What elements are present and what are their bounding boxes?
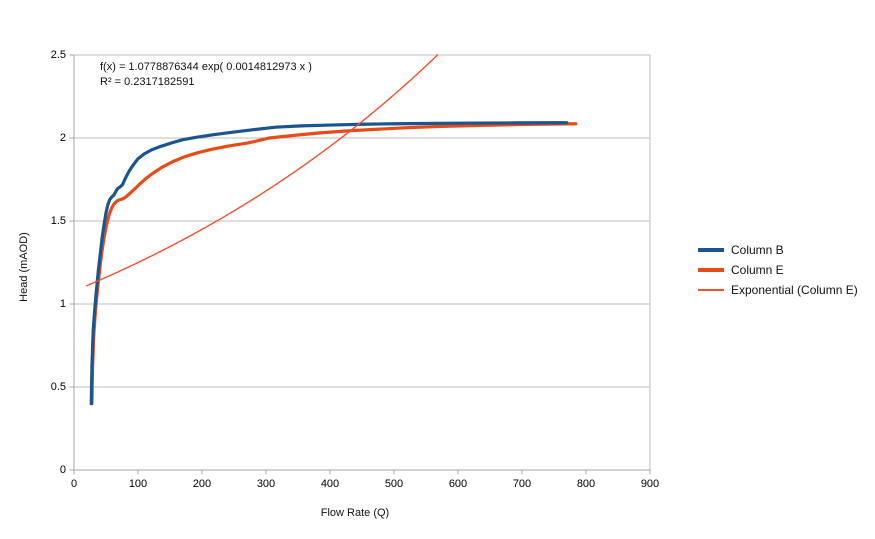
legend-item-column-e: Column E bbox=[698, 260, 858, 280]
x-tick-label: 0 bbox=[70, 478, 78, 490]
y-tick-label: 1.5 bbox=[50, 214, 66, 227]
x-tick-label: 300 bbox=[256, 478, 276, 490]
series-column-b bbox=[89, 121, 569, 406]
legend-swatch-exponential bbox=[698, 289, 724, 291]
y-tick-label: 0.5 bbox=[50, 380, 66, 393]
r-squared-line: R² = 0.2317182591 bbox=[100, 75, 195, 88]
x-tick-label: 800 bbox=[576, 478, 596, 490]
x-tick-label: 100 bbox=[128, 478, 148, 490]
trendline-equation: f(x) = 1.0778876344 exp( 0.0014812973 x … bbox=[100, 60, 312, 89]
series-exponential-trendline bbox=[86, 54, 439, 287]
series-column-e bbox=[90, 122, 578, 406]
y-tick-label: 0 bbox=[59, 463, 66, 476]
x-tick-label: 200 bbox=[192, 478, 212, 490]
x-tick-label: 400 bbox=[320, 478, 340, 490]
y-tick-label: 1 bbox=[59, 297, 66, 310]
legend-item-column-b: Column B bbox=[698, 240, 858, 260]
y-tick-label: 2.5 bbox=[50, 48, 66, 61]
legend-swatch-column-b bbox=[698, 248, 724, 252]
x-tick-label: 900 bbox=[640, 478, 660, 490]
x-tick-label: 500 bbox=[384, 478, 404, 490]
x-tick-label: 600 bbox=[448, 478, 468, 490]
y-axis-title: Head (mAOD) bbox=[18, 232, 30, 302]
legend-item-exponential: Exponential (Column E) bbox=[698, 280, 858, 300]
legend: Column B Column E Exponential (Column E) bbox=[698, 240, 858, 300]
legend-label: Column E bbox=[731, 263, 784, 277]
x-tick-label: 700 bbox=[512, 478, 532, 490]
x-axis-title: Flow Rate (Q) bbox=[320, 507, 390, 519]
equation-line: f(x) = 1.0778876344 exp( 0.0014812973 x … bbox=[100, 61, 312, 73]
legend-label: Exponential (Column E) bbox=[731, 283, 858, 297]
y-tick-label: 2 bbox=[59, 131, 66, 144]
legend-label: Column B bbox=[731, 243, 784, 257]
legend-swatch-column-e bbox=[698, 268, 724, 272]
